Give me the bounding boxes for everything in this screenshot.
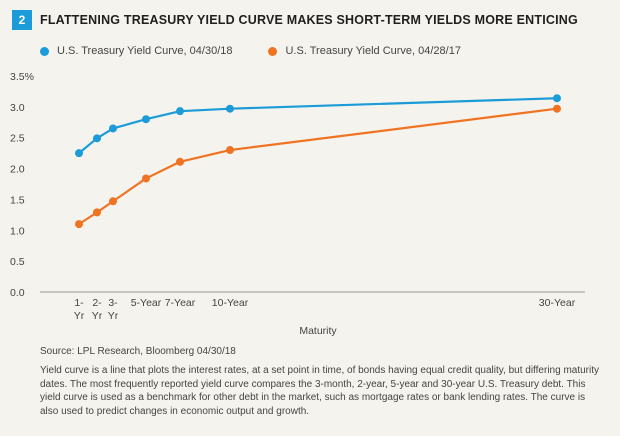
data-point — [75, 220, 83, 229]
data-point — [93, 208, 101, 217]
data-point — [109, 197, 117, 206]
x-tick-label: 2- — [92, 297, 102, 309]
legend-dot-icon — [268, 46, 278, 56]
x-axis-title: Maturity — [299, 325, 337, 337]
x-tick-label: 30-Year — [539, 297, 576, 309]
legend-label-2017: U.S. Treasury Yield Curve, 04/28/17 — [285, 45, 461, 57]
chart-legend: U.S. Treasury Yield Curve, 04/30/18 U.S.… — [40, 45, 497, 57]
x-tick-label: 10-Year — [212, 297, 249, 309]
y-tick-label: 0.0 — [10, 287, 25, 299]
legend-label-2018: U.S. Treasury Yield Curve, 04/30/18 — [57, 45, 233, 57]
figure-title: FLATTENING TREASURY YIELD CURVE MAKES SH… — [40, 13, 578, 27]
legend-item-2018: U.S. Treasury Yield Curve, 04/30/18 — [40, 45, 232, 57]
definition-note: Yield curve is a line that plots the int… — [40, 365, 600, 417]
y-tick-label: 2.0 — [10, 164, 25, 176]
x-tick-label: 1- — [74, 297, 84, 309]
data-point — [75, 149, 83, 158]
data-point — [142, 115, 150, 124]
y-tick-label: 3.0 — [10, 102, 25, 114]
x-tick-label: Yr — [92, 310, 103, 322]
data-point — [553, 104, 561, 113]
data-point — [553, 94, 561, 103]
legend-dot-icon — [40, 46, 49, 56]
figure-header: 2 FLATTENING TREASURY YIELD CURVE MAKES … — [12, 10, 578, 30]
y-tick-label: 1.0 — [10, 225, 25, 237]
yield-curve-chart: 0.00.51.01.52.02.53.03.5%1-Yr2-Yr3-Yr5-Y… — [10, 71, 585, 337]
y-tick-label: 0.5 — [10, 256, 25, 268]
x-tick-label: Yr — [108, 310, 119, 322]
data-point — [226, 146, 234, 155]
data-point — [142, 174, 150, 183]
source-note: Source: LPL Research, Bloomberg 04/30/18 — [40, 346, 236, 357]
series-line-2017 — [78, 107, 558, 226]
x-tick-label: 7-Year — [165, 297, 196, 309]
data-point — [93, 134, 101, 143]
data-point — [176, 157, 184, 166]
data-point — [176, 107, 184, 116]
data-point — [109, 124, 117, 133]
x-tick-label: 5-Year — [131, 297, 162, 309]
legend-item-2017: U.S. Treasury Yield Curve, 04/28/17 — [268, 45, 461, 57]
x-tick-label: 3- — [108, 297, 118, 309]
y-tick-label: 3.5% — [10, 71, 34, 83]
x-tick-label: Yr — [74, 310, 85, 322]
figure-number-badge: 2 — [12, 10, 32, 30]
series-line-2018 — [78, 97, 558, 154]
y-tick-label: 2.5 — [10, 133, 25, 145]
data-point — [226, 104, 234, 113]
y-tick-label: 1.5 — [10, 194, 25, 206]
